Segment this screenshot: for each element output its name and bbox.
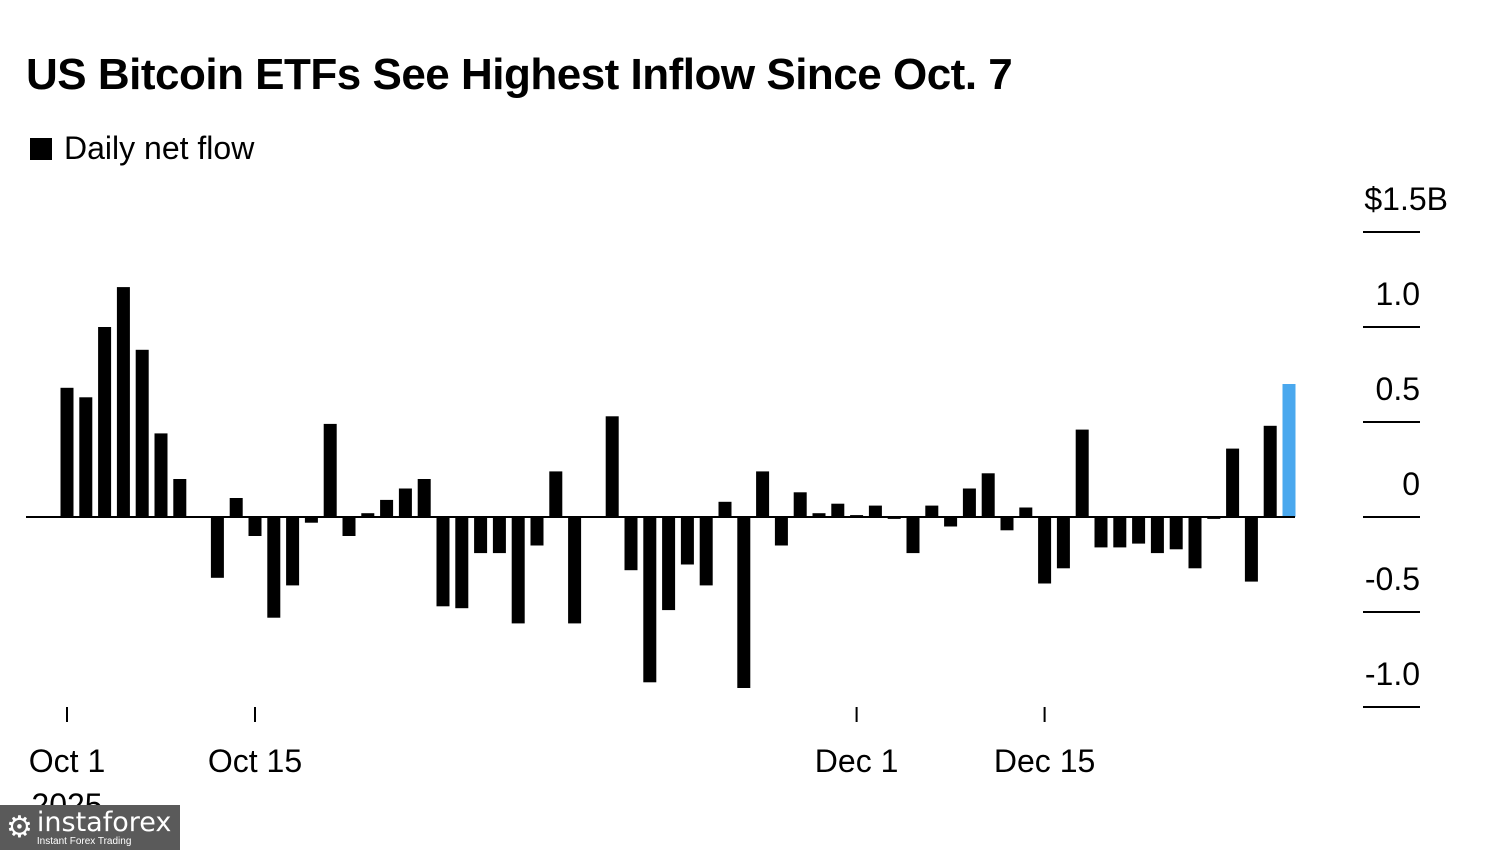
legend-label: Daily net flow [64, 130, 255, 166]
bar [1132, 517, 1146, 544]
bar [304, 517, 318, 523]
bar [511, 517, 525, 624]
bar [944, 517, 958, 527]
bar [1244, 517, 1258, 582]
bar [774, 517, 788, 546]
watermark-brand: instaforex [36, 806, 172, 838]
bar [398, 488, 412, 517]
bar [530, 517, 544, 546]
bar [699, 517, 713, 586]
bar [323, 423, 337, 517]
bar [1056, 517, 1070, 569]
bar [342, 517, 356, 536]
y-tick-label: 1.0 [1376, 276, 1420, 312]
bar [643, 517, 657, 683]
bar [925, 505, 939, 517]
bar [361, 513, 375, 517]
bar [1282, 384, 1296, 517]
x-tick-label: Oct 15 [208, 743, 302, 779]
bar [248, 517, 262, 536]
bar [60, 387, 74, 517]
bar [210, 517, 224, 578]
bar [906, 517, 920, 554]
bar [981, 473, 995, 517]
x-tick-label: Oct 1 [29, 743, 105, 779]
bar [229, 498, 243, 517]
bar [662, 517, 676, 611]
x-tick-label: Dec 1 [815, 743, 899, 779]
bar [1019, 507, 1033, 517]
bar [154, 433, 168, 517]
bar [436, 517, 450, 607]
bar [718, 501, 732, 517]
y-tick-label: 0 [1402, 466, 1420, 502]
y-tick-label: -1.0 [1365, 656, 1420, 692]
chart-title: US Bitcoin ETFs See Highest Inflow Since… [26, 50, 1013, 99]
bar [267, 517, 281, 618]
bar [962, 488, 976, 517]
watermark: ⚙ instaforex Instant Forex Trading [0, 805, 180, 850]
bar [79, 397, 93, 517]
bar [474, 517, 488, 554]
y-tick-label: 0.5 [1376, 371, 1420, 407]
bar [417, 479, 431, 517]
gear-icon: ⚙ [6, 810, 33, 844]
bar [549, 471, 563, 517]
legend: Daily net flow [30, 130, 254, 167]
bar [624, 517, 638, 571]
bar [492, 517, 506, 554]
bar [1113, 517, 1127, 548]
bar [98, 327, 112, 517]
bar [737, 517, 751, 688]
bar [1075, 429, 1089, 517]
watermark-tagline: Instant Forex Trading [36, 835, 132, 847]
bar [1169, 517, 1183, 550]
bar [380, 499, 394, 517]
legend-swatch [30, 137, 52, 160]
bar [756, 471, 770, 517]
bar [1094, 517, 1108, 548]
bar [1000, 517, 1014, 531]
y-tick-label: $1.5B [1364, 181, 1448, 217]
bar [831, 503, 845, 517]
bar [868, 505, 882, 517]
bar [116, 287, 130, 517]
bar [568, 517, 582, 624]
bar [1188, 517, 1202, 569]
bar [793, 492, 807, 517]
bar [1263, 425, 1277, 517]
bar [135, 349, 149, 517]
bar [1038, 517, 1052, 584]
bar [680, 517, 694, 565]
bar [173, 479, 187, 517]
bar [1226, 448, 1240, 517]
x-tick-label: Dec 15 [994, 743, 1095, 779]
bar [455, 517, 469, 609]
bar [812, 513, 826, 517]
bar [286, 517, 300, 586]
y-tick-label: -0.5 [1365, 561, 1420, 597]
bar [605, 416, 619, 517]
bar [1150, 517, 1164, 554]
